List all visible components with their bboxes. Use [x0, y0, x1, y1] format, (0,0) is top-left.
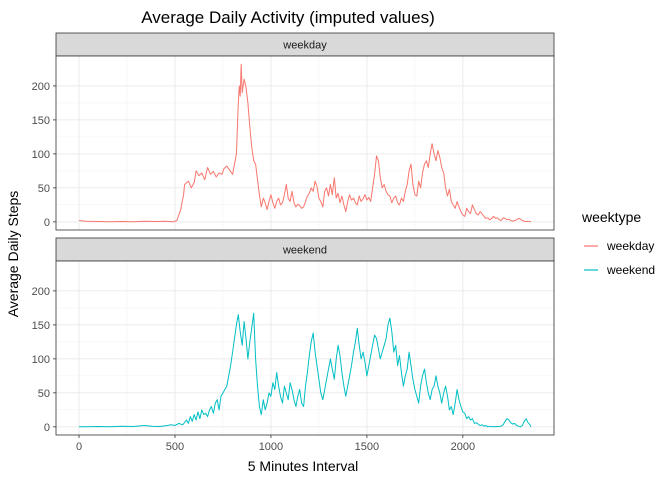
series-line-weekend — [79, 312, 532, 428]
y-tick-label: 200 — [32, 81, 50, 93]
y-tick-label: 50 — [38, 183, 50, 195]
y-tick-label: 0 — [44, 217, 50, 229]
y-tick-label: 50 — [38, 388, 50, 400]
x-tick-label: 1500 — [355, 441, 379, 453]
panel-border-weekend — [55, 260, 555, 436]
y-tick-label: 200 — [32, 286, 50, 298]
y-tick-label: 150 — [32, 115, 50, 127]
panels: weekday 0 50 100 150 200 weekend 0 50 100 150 200 — [32, 32, 555, 436]
strip-label-weekend: weekend — [282, 245, 327, 257]
plot-area-weekend — [56, 261, 554, 435]
legend-title: weektype — [581, 209, 641, 225]
legend-label-weekend: weekend — [606, 263, 655, 277]
y-tick-label: 0 — [44, 422, 50, 434]
x-axis-title: 5 Minutes Interval — [248, 458, 359, 474]
x-tick-label: 500 — [166, 441, 184, 453]
y-axis-title: Average Daily Steps — [5, 191, 21, 318]
y-tick-label: 100 — [32, 149, 50, 161]
plot-area-weekday — [56, 56, 554, 230]
x-tick-label: 1000 — [259, 441, 283, 453]
y-tick-label: 100 — [32, 354, 50, 366]
x-tick-label: 2000 — [451, 441, 475, 453]
panel-weekday: weekday 0 50 100 150 200 — [32, 32, 555, 231]
y-axis-weekend: 0 50 100 150 200 — [32, 286, 56, 434]
y-axis-weekday: 0 50 100 150 200 — [32, 81, 56, 229]
series-line-weekday — [78, 63, 532, 223]
legend-label-weekday: weekday — [606, 239, 654, 253]
chart-title: Average Daily Activity (imputed values) — [141, 8, 435, 27]
panel-weekend: weekend 0 50 100 150 200 — [32, 237, 555, 436]
x-axis: 0 500 1000 1500 2000 — [76, 435, 475, 453]
legend: weektype weekday weekend — [581, 209, 655, 277]
x-tick-label: 0 — [76, 441, 82, 453]
grid-weekend — [56, 261, 554, 435]
panel-border-weekday — [55, 55, 555, 231]
y-tick-label: 150 — [32, 320, 50, 332]
grid-weekday — [56, 56, 554, 230]
strip-label-weekday: weekday — [282, 40, 327, 52]
